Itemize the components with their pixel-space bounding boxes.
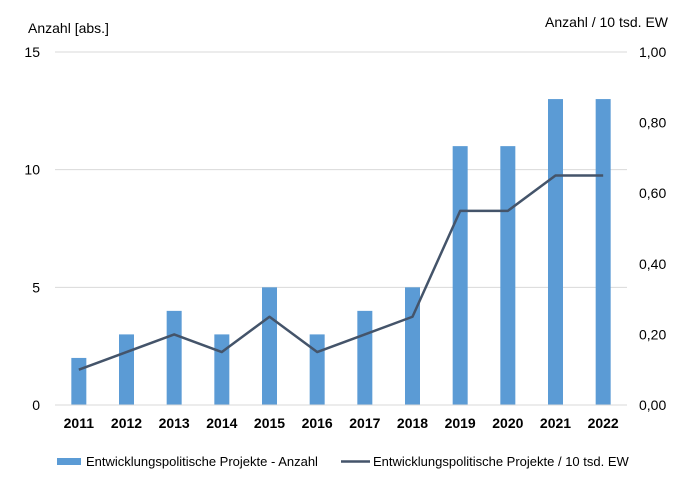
y-left-tick-label: 10 — [24, 162, 40, 178]
bar — [548, 99, 563, 406]
bar — [452, 146, 468, 405]
y-left-tick-label: 0 — [32, 397, 40, 413]
x-tick-label: 2019 — [445, 415, 476, 431]
series-line — [78, 174, 604, 371]
x-tick-label: 2018 — [397, 415, 428, 431]
bar — [262, 287, 277, 405]
y-right-tick-label: 0,80 — [639, 115, 666, 131]
bar — [119, 334, 134, 405]
x-tick-label: 2017 — [349, 415, 380, 431]
legend-line-label: Entwicklungspolitische Projekte / 10 tsd… — [373, 454, 630, 469]
legend-bar-swatch — [57, 458, 81, 465]
y-right-tick-label: 0,40 — [639, 256, 666, 272]
legend-bar-label: Entwicklungspolitische Projekte - Anzahl — [86, 454, 318, 469]
x-tick-label: 2020 — [492, 415, 523, 431]
bar — [166, 310, 182, 405]
x-tick-label: 2012 — [111, 415, 142, 431]
y-left-axis-title: Anzahl [abs.] — [28, 20, 109, 36]
x-tick-label: 2015 — [254, 415, 285, 431]
x-tick-label: 2022 — [588, 415, 619, 431]
y-left-ticks: 0 5 10 15 — [24, 44, 40, 413]
bar — [214, 334, 230, 405]
x-tick-label: 2021 — [540, 415, 571, 431]
y-right-ticks: 0,00 0,20 0,40 0,60 0,80 1,00 — [639, 44, 666, 413]
y-right-tick-label: 0,60 — [639, 185, 666, 201]
y-right-tick-label: 1,00 — [639, 44, 666, 60]
bar — [405, 287, 420, 405]
bar — [309, 334, 325, 405]
bar — [500, 146, 516, 405]
gridlines — [55, 51, 627, 288]
x-ticks: 2011 2012 2013 2014 2015 2016 2017 2018 2019 2020… — [64, 415, 619, 431]
bars — [71, 99, 611, 406]
x-tick-label: 2013 — [159, 415, 190, 431]
bar — [71, 357, 87, 405]
line-path — [78, 174, 604, 371]
legend: Entwicklungspolitische Projekte - Anzahl… — [57, 454, 630, 469]
x-tick-label: 2014 — [206, 415, 237, 431]
y-right-tick-label: 0,00 — [639, 397, 666, 413]
y-left-tick-label: 15 — [24, 44, 40, 60]
x-tick-label: 2011 — [64, 415, 95, 431]
y-right-tick-label: 0,20 — [639, 326, 666, 342]
bar — [595, 99, 611, 406]
x-tick-label: 2016 — [302, 415, 333, 431]
y-right-axis-title: Anzahl / 10 tsd. EW — [545, 14, 669, 30]
bar — [357, 310, 373, 405]
y-left-tick-label: 5 — [32, 279, 40, 295]
